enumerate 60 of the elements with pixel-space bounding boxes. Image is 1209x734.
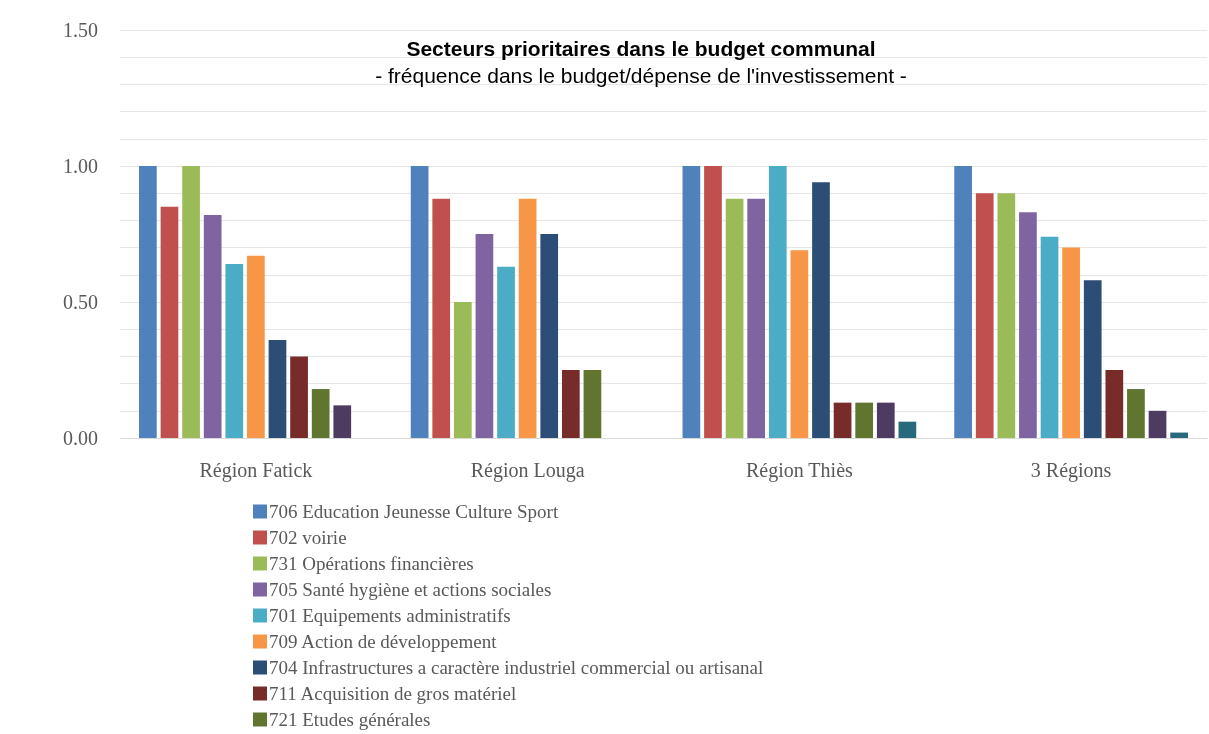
bar — [160, 206, 179, 438]
bar — [497, 266, 515, 438]
bar — [898, 421, 917, 438]
bar — [747, 198, 766, 438]
bar — [768, 166, 787, 438]
bar — [1083, 280, 1102, 438]
bar — [833, 402, 852, 438]
y-tick-label: 0.00 — [63, 427, 98, 449]
chart-title: Secteurs prioritaires dans le budget communal — [406, 37, 876, 60]
legend-label: 701 Equipements administratifs — [269, 605, 511, 626]
bar — [1170, 432, 1188, 438]
bar — [561, 370, 580, 438]
x-tick-label: 3 Régions — [1030, 459, 1112, 482]
bar — [682, 166, 701, 438]
legend-label: 705 Santé hygiène et actions sociales — [269, 579, 552, 600]
bar — [1105, 370, 1124, 438]
bar — [432, 198, 451, 438]
legend-label: 721 Etudes générales — [269, 709, 431, 730]
bar — [453, 302, 472, 438]
bar — [704, 166, 722, 438]
bar — [725, 198, 744, 438]
bar — [997, 193, 1016, 438]
bar — [975, 193, 994, 438]
legend-label: 704 Infrastructures a caractère industriel commercial ou artisanal — [269, 657, 764, 678]
legend-label: 706 Education Jeunesse Culture Sport — [269, 501, 559, 522]
bar — [518, 198, 537, 438]
y-tick-label: 1.50 — [63, 19, 98, 41]
y-tick-label: 1.00 — [63, 155, 98, 177]
bar — [139, 166, 157, 438]
bar — [1127, 389, 1145, 438]
bar — [1040, 236, 1059, 438]
bar — [290, 356, 308, 438]
bar — [954, 166, 972, 438]
legend-label: 711 Acquisition de gros matériel — [269, 683, 517, 704]
legend-label: 731 Opérations financières — [269, 553, 474, 574]
bar — [203, 214, 222, 438]
bar — [876, 402, 895, 438]
bar — [410, 166, 429, 438]
bar — [247, 255, 265, 438]
bar — [475, 234, 494, 438]
bar — [540, 234, 559, 438]
bar — [268, 340, 287, 438]
x-tick-label: Région Fatick — [199, 459, 313, 482]
legend-label: 709 Action de développement — [269, 631, 498, 652]
bar — [855, 402, 874, 438]
bar — [1019, 212, 1037, 438]
bar — [182, 166, 200, 438]
bar — [1148, 410, 1167, 438]
legend-label: 702 voirie — [269, 527, 347, 548]
bar — [311, 389, 330, 438]
x-tick-label: Région Thiès — [745, 459, 854, 482]
bar — [225, 263, 244, 438]
y-tick-label: 0.50 — [63, 291, 98, 313]
bar — [812, 182, 830, 438]
bar — [583, 370, 602, 438]
text: - fréquence dans le budget/dépense de l'investissement - — [375, 64, 907, 87]
x-tick-label: Région Louga — [470, 459, 585, 482]
bar — [790, 250, 809, 438]
bar — [333, 405, 352, 438]
bar — [1062, 247, 1080, 438]
